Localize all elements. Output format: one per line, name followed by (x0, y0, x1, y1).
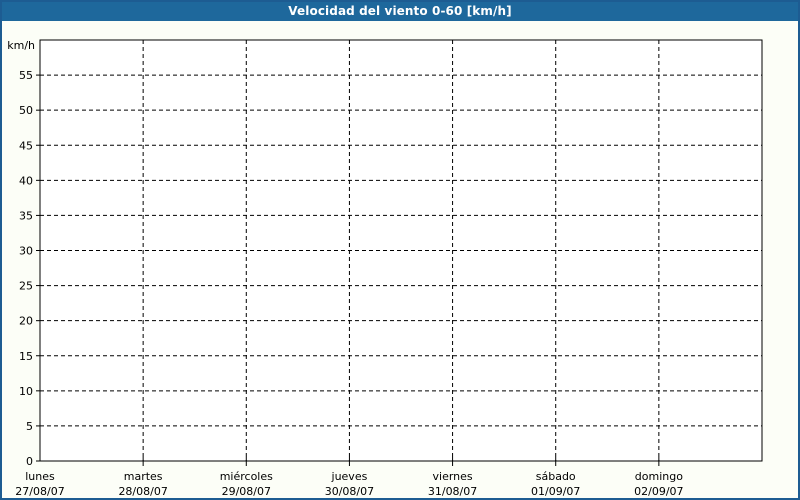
y-axis-tick-label: 45 (19, 139, 33, 152)
title-bar: Velocidad del viento 0-60 [km/h] (0, 0, 800, 21)
y-axis-tick-label: 25 (19, 280, 33, 293)
x-axis-day-label: domingo (635, 470, 683, 483)
y-axis-tick-label: 50 (19, 104, 33, 117)
x-axis-day-label: sábado (536, 470, 576, 483)
x-axis-day-label: jueves (331, 470, 368, 483)
x-axis-date-label: 02/09/07 (634, 485, 683, 498)
x-axis-date-label: 29/08/07 (222, 485, 271, 498)
x-axis-date-label: 01/09/07 (531, 485, 580, 498)
x-axis-day-label: viernes (433, 470, 473, 483)
y-axis-tick-label: 10 (19, 385, 33, 398)
y-axis-tick-label: 15 (19, 350, 33, 363)
x-axis-date-label: 27/08/07 (15, 485, 64, 498)
x-axis-date-label: 31/08/07 (428, 485, 477, 498)
y-axis-tick-label: 55 (19, 69, 33, 82)
y-axis-tick-label: 30 (19, 245, 33, 258)
y-axis-tick-label: 20 (19, 315, 33, 328)
x-axis-day-label: miércoles (220, 470, 273, 483)
chart-title: Velocidad del viento 0-60 [km/h] (288, 3, 512, 18)
y-axis-tick-label: 0 (26, 455, 33, 468)
y-axis-tick-label: 5 (26, 420, 33, 433)
x-axis-day-label: martes (124, 470, 163, 483)
y-axis-unit-label: km/h (7, 39, 35, 52)
y-axis-tick-label: 40 (19, 174, 33, 187)
x-axis-day-label: lunes (25, 470, 55, 483)
x-axis-date-label: 28/08/07 (118, 485, 167, 498)
y-axis-tick-label: 35 (19, 209, 33, 222)
x-axis-date-label: 30/08/07 (325, 485, 374, 498)
